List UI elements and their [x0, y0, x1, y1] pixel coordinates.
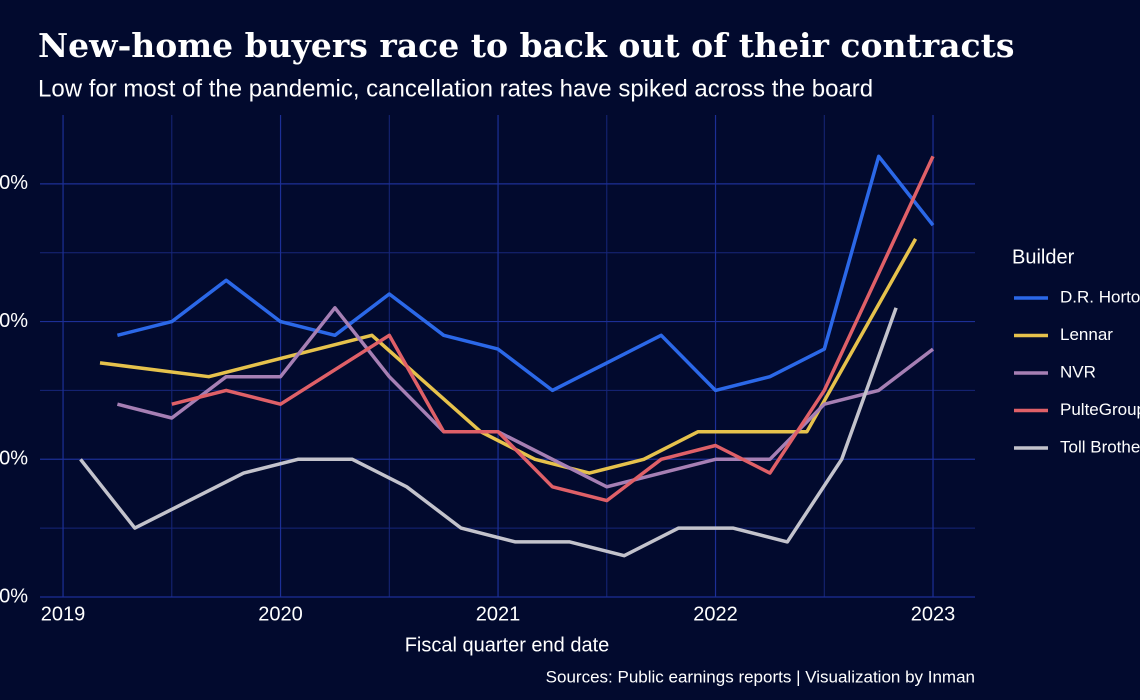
x-tick-label: 2021: [476, 603, 521, 625]
y-tick-label: 0%: [0, 585, 28, 607]
legend-label: D.R. Horton: [1060, 287, 1140, 306]
series-line: [79, 307, 898, 558]
legend-label: PulteGroup: [1060, 400, 1140, 419]
series-line: [116, 154, 935, 393]
plot-lines: [79, 154, 935, 558]
chart-subtitle: Low for most of the pandemic, cancellati…: [38, 75, 873, 102]
x-axis-label: Fiscal quarter end date: [405, 634, 610, 656]
legend-label: Lennar: [1060, 325, 1113, 344]
grid: [40, 115, 975, 598]
x-tick-label: 2022: [693, 603, 738, 625]
y-tick-label: 10%: [0, 448, 28, 470]
x-tick-label: 2023: [911, 603, 956, 625]
x-tick-label: 2020: [258, 603, 303, 625]
series-line: [171, 155, 935, 503]
source-note: Sources: Public earnings reports | Visua…: [546, 667, 975, 686]
legend-title: Builder: [1012, 246, 1075, 268]
legend-label: NVR: [1060, 362, 1096, 381]
legend-label: Toll Brothers: [1060, 437, 1140, 456]
y-tick-label: 30%: [0, 172, 28, 194]
y-tick-label: 20%: [0, 310, 28, 332]
chart-title: New-home buyers race to back out of thei…: [38, 26, 1014, 65]
x-tick-label: 2019: [41, 603, 86, 625]
